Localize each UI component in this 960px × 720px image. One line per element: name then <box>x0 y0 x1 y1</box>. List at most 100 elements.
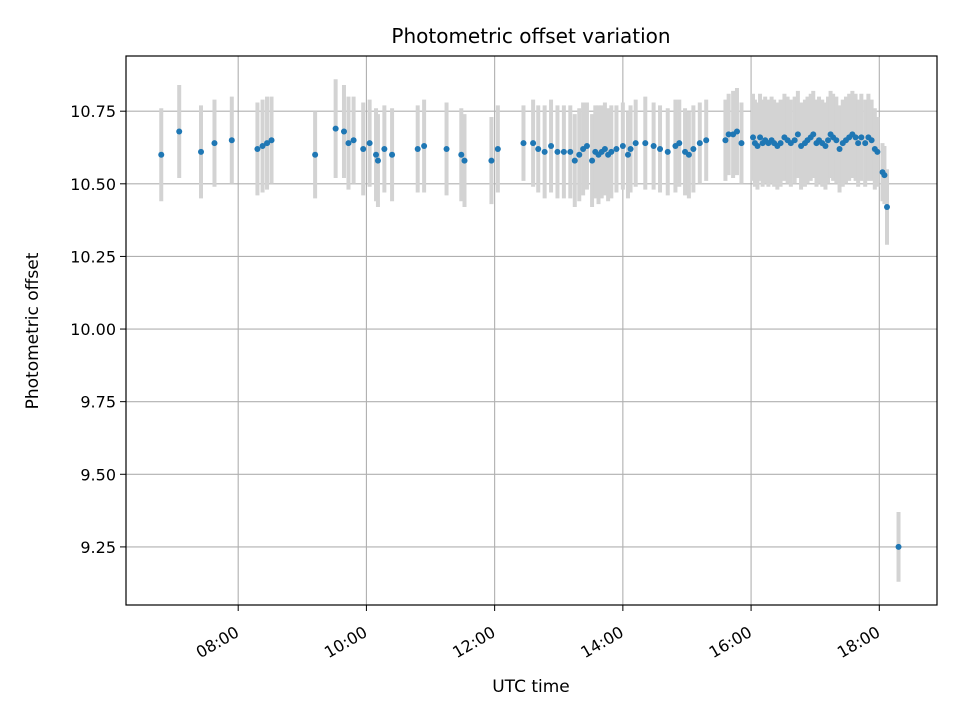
errorbars <box>159 79 901 582</box>
data-point <box>567 148 574 155</box>
data-point <box>750 134 757 141</box>
data-point <box>345 140 352 147</box>
data-point <box>176 128 183 135</box>
data-point <box>461 157 468 164</box>
data-point <box>862 140 869 147</box>
data-point <box>198 148 205 155</box>
plot-frame <box>125 55 938 606</box>
data-point <box>738 140 745 147</box>
data-point <box>576 151 583 158</box>
data-point <box>360 145 367 152</box>
chart-title: Photometric offset variation <box>391 24 670 48</box>
data-point <box>868 137 875 144</box>
data-point <box>664 148 671 155</box>
data-point <box>852 134 859 141</box>
data-point <box>627 145 634 152</box>
data-point <box>373 151 380 158</box>
data-point <box>548 143 555 150</box>
data-point <box>690 145 697 152</box>
data-point <box>589 157 596 164</box>
x-axis-label: UTC time <box>492 677 570 697</box>
data-point <box>725 131 732 138</box>
data-point <box>458 151 465 158</box>
x-tick-label: 18:00 <box>834 622 883 662</box>
data-point <box>619 143 626 150</box>
data-point <box>583 143 590 150</box>
data-point <box>754 143 761 150</box>
data-point <box>874 148 881 155</box>
data-point <box>421 143 428 150</box>
data-point <box>833 137 840 144</box>
data-point <box>722 137 729 144</box>
data-point <box>632 140 639 147</box>
data-point <box>350 137 357 144</box>
data-point <box>858 134 865 141</box>
data-point <box>443 145 450 152</box>
y-tick-label: 10.00 <box>70 320 116 339</box>
y-axis-label: Photometric offset <box>23 252 43 409</box>
data-point <box>657 145 664 152</box>
data-point <box>494 145 501 152</box>
y-tick-label: 10.75 <box>70 102 116 121</box>
data-point <box>264 140 271 147</box>
data-point <box>571 157 578 164</box>
data-point <box>535 145 542 152</box>
data-point <box>541 148 548 155</box>
data-point <box>520 140 527 147</box>
data-point <box>554 148 561 155</box>
data-point <box>685 151 692 158</box>
data-point <box>624 151 631 158</box>
data-point <box>810 131 817 138</box>
data-point <box>733 128 740 135</box>
data-point <box>228 137 235 144</box>
data-point <box>366 140 373 147</box>
data-point <box>530 140 537 147</box>
data-point <box>488 157 495 164</box>
data-point <box>855 140 862 147</box>
data-point <box>268 137 275 144</box>
data-point <box>374 157 381 164</box>
data-point <box>703 137 710 144</box>
data-point <box>381 145 388 152</box>
data-point <box>822 143 829 150</box>
x-tick-label: 14:00 <box>577 622 626 662</box>
data-point <box>254 145 261 152</box>
y-tick-label: 10.50 <box>70 175 116 194</box>
data-point <box>794 131 801 138</box>
data-point <box>158 151 165 158</box>
data-point <box>825 137 832 144</box>
data-point <box>836 145 843 152</box>
data-point <box>601 145 608 152</box>
data-point <box>696 140 703 147</box>
data-point <box>340 128 347 135</box>
data-point <box>676 140 683 147</box>
x-tick-label: 12:00 <box>449 622 498 662</box>
data-point <box>883 204 890 211</box>
data-point <box>777 140 784 147</box>
data-points <box>158 125 902 550</box>
data-point <box>791 137 798 144</box>
data-point <box>608 148 615 155</box>
data-point <box>613 145 620 152</box>
x-tick-label: 10:00 <box>321 622 370 662</box>
data-point <box>414 145 421 152</box>
x-tick-label: 08:00 <box>193 622 242 662</box>
data-point <box>312 151 319 158</box>
data-point <box>642 140 649 147</box>
data-point <box>211 140 218 147</box>
data-point <box>259 143 266 150</box>
y-tick-label: 9.25 <box>80 538 116 557</box>
data-point <box>560 148 567 155</box>
y-tick-label: 9.75 <box>80 393 116 412</box>
x-tick-label: 16:00 <box>706 622 755 662</box>
y-tick-label: 10.25 <box>70 247 116 266</box>
data-point <box>332 125 339 132</box>
data-point <box>650 143 657 150</box>
data-point <box>881 172 888 179</box>
data-point <box>895 543 902 550</box>
data-point <box>757 134 764 141</box>
data-point <box>389 151 396 158</box>
y-tick-label: 9.50 <box>80 465 116 484</box>
